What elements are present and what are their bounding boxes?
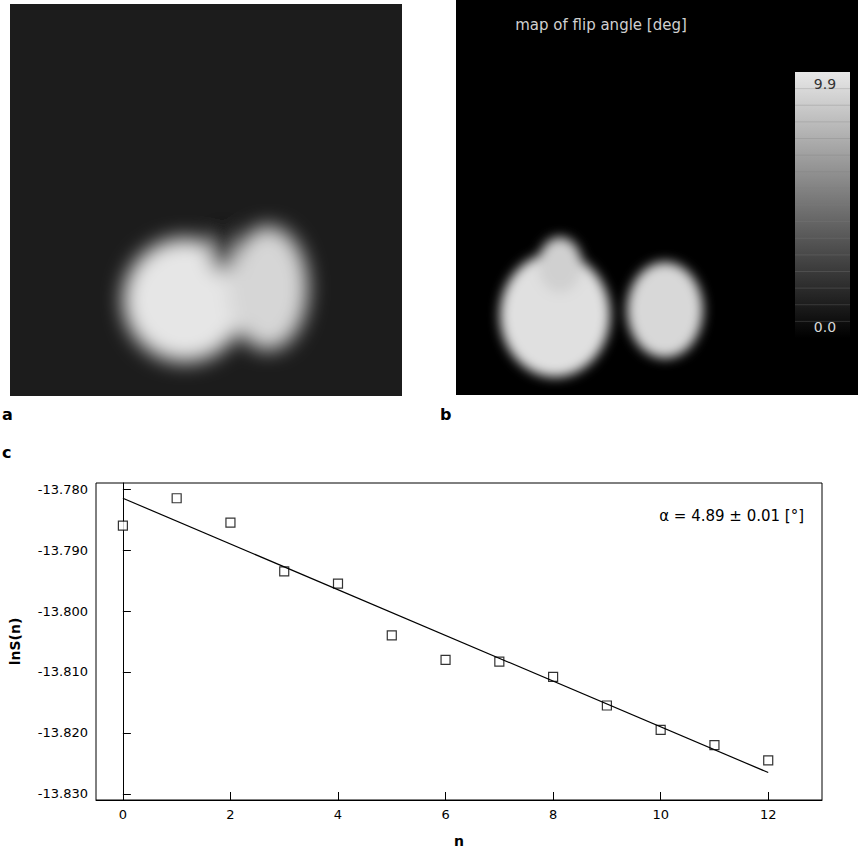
svg-text:8: 8 (549, 807, 557, 822)
svg-text:9.9: 9.9 (814, 76, 836, 92)
svg-text:-13.790: -13.790 (38, 543, 88, 558)
svg-text:-13.820: -13.820 (38, 725, 88, 740)
svg-text:6: 6 (441, 807, 449, 822)
svg-text:0: 0 (119, 807, 127, 822)
svg-text:map of flip angle [deg]: map of flip angle [deg] (515, 16, 687, 34)
svg-text:c: c (2, 443, 11, 462)
svg-text:a: a (2, 405, 13, 424)
svg-text:-13.800: -13.800 (38, 604, 88, 619)
svg-text:-13.780: -13.780 (38, 482, 88, 497)
svg-text:b: b (440, 405, 451, 424)
svg-text:-13.830: -13.830 (38, 786, 88, 801)
svg-text:2: 2 (226, 807, 234, 822)
svg-text:4: 4 (334, 807, 342, 822)
svg-text:12: 12 (760, 807, 777, 822)
svg-text:α = 4.89 ± 0.01 [°]: α = 4.89 ± 0.01 [°] (659, 507, 804, 525)
svg-text:-13.810: -13.810 (38, 664, 88, 679)
svg-text:10: 10 (652, 807, 669, 822)
svg-text:n: n (454, 833, 464, 849)
svg-text:lnS(n): lnS(n) (7, 618, 23, 666)
svg-text:0.0: 0.0 (814, 319, 836, 335)
